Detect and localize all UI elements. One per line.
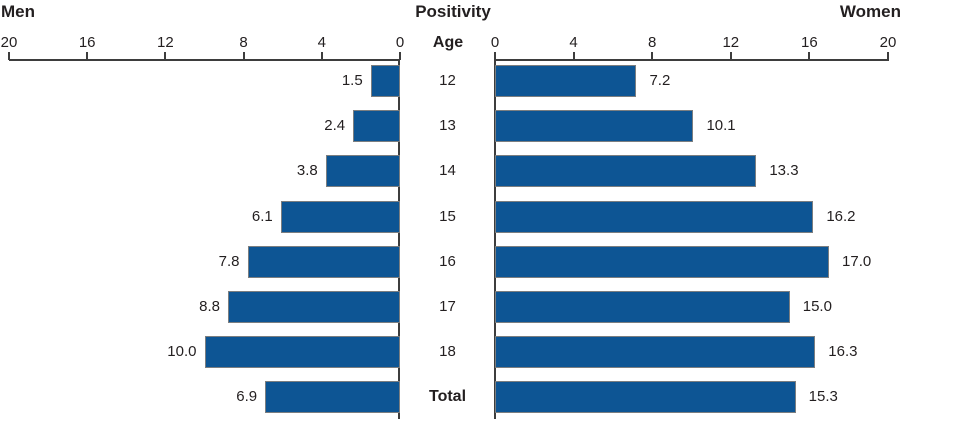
women-axis-tick-mark — [572, 52, 575, 60]
women-axis-tick-label: 16 — [801, 34, 818, 51]
age-column-title: Age — [432, 34, 464, 51]
men-value-label: 3.8 — [296, 162, 318, 180]
women-value-label: 10.1 — [706, 117, 736, 135]
women-bar — [495, 110, 694, 143]
men-bar — [227, 291, 400, 323]
women-axis-line — [495, 59, 889, 61]
men-axis-tick-label: 0 — [395, 34, 405, 51]
men-value-label: 7.8 — [218, 252, 240, 270]
age-category-label: 17 — [439, 298, 456, 315]
women-series-title: Women — [839, 2, 901, 21]
women-bar — [495, 245, 830, 278]
women-value-label: 17.0 — [842, 252, 872, 270]
women-value-label: 15.3 — [808, 388, 838, 406]
women-value-label: 15.0 — [802, 298, 832, 315]
women-zero-baseline — [494, 59, 496, 419]
men-value-label: 1.5 — [341, 72, 363, 89]
men-axis-tick-mark — [86, 52, 89, 60]
women-axis-tick-label: 12 — [722, 34, 740, 51]
men-bar — [353, 110, 400, 143]
women-bar — [495, 155, 757, 188]
men-value-label: 8.8 — [199, 298, 220, 315]
age-category-label: Total — [428, 388, 467, 406]
women-bar — [495, 336, 816, 369]
men-value-label: 6.9 — [236, 388, 258, 406]
men-axis-tick-label: 20 — [0, 34, 18, 51]
women-axis-tick-mark — [729, 52, 732, 60]
women-value-label: 13.3 — [769, 162, 799, 180]
men-axis-tick-mark — [164, 52, 167, 60]
men-bar — [265, 381, 400, 414]
women-axis-tick-label: 4 — [569, 34, 578, 51]
men-value-label: 6.1 — [251, 207, 273, 225]
men-bar — [247, 245, 400, 278]
men-axis-tick-label: 16 — [78, 34, 96, 51]
men-axis-line — [9, 59, 400, 61]
age-category-label: 16 — [439, 252, 456, 270]
women-axis-tick-mark — [651, 52, 654, 60]
women-axis-tick-mark — [808, 52, 811, 60]
men-value-label: 10.0 — [167, 343, 197, 361]
chart-title: Positivity — [415, 2, 491, 21]
men-bar — [280, 200, 400, 233]
women-axis-tick-mark — [494, 52, 496, 60]
men-bar — [325, 155, 400, 188]
women-value-label: 16.2 — [826, 207, 856, 225]
men-series-title: Men — [1, 2, 35, 21]
men-axis-tick-label: 4 — [317, 34, 326, 51]
men-bar — [370, 65, 400, 97]
women-value-label: 7.2 — [649, 72, 671, 89]
age-category-label: 13 — [439, 117, 456, 135]
men-axis-tick-mark — [399, 52, 401, 60]
women-axis-tick-mark — [887, 52, 889, 60]
age-category-label: 12 — [439, 72, 456, 89]
men-bar — [204, 336, 400, 369]
women-value-label: 16.3 — [828, 343, 858, 361]
women-axis-tick-label: 8 — [648, 34, 657, 51]
women-bar — [495, 200, 814, 233]
men-zero-baseline — [398, 59, 400, 419]
men-axis-tick-mark — [242, 52, 245, 60]
age-category-label: 14 — [439, 162, 456, 180]
men-axis-tick-label: 8 — [239, 34, 248, 51]
men-axis-tick-label: 12 — [157, 34, 174, 51]
age-category-label: 15 — [439, 207, 456, 225]
women-axis-tick-label: 0 — [490, 34, 500, 51]
women-bar — [495, 291, 790, 323]
women-bar — [495, 381, 796, 414]
men-axis-tick-mark — [320, 52, 323, 60]
men-axis-tick-mark — [8, 52, 10, 60]
women-axis-tick-label: 20 — [879, 34, 897, 51]
men-value-label: 2.4 — [324, 117, 346, 135]
age-category-label: 18 — [439, 343, 456, 361]
women-bar — [495, 65, 637, 97]
